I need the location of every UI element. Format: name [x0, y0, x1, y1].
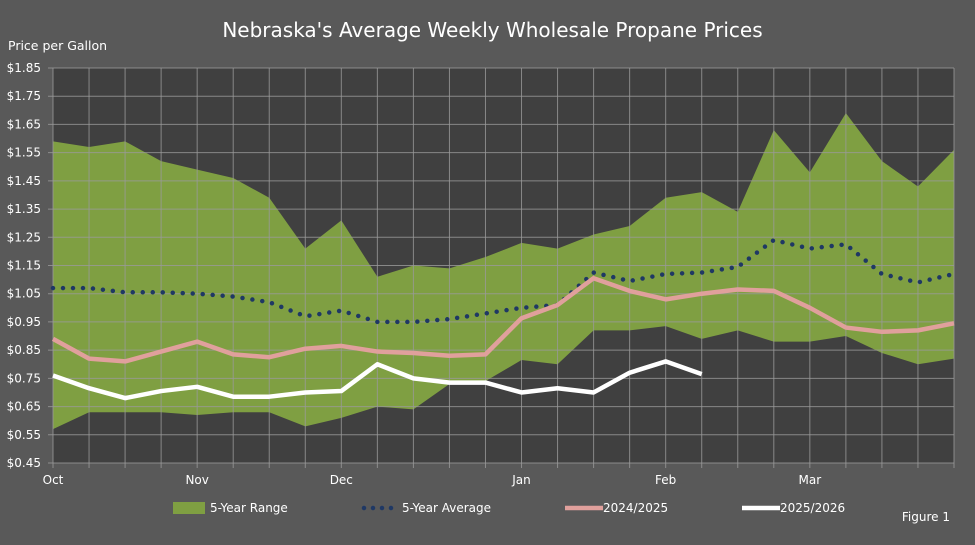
y-tick-label: $1.85: [7, 61, 41, 75]
x-tick-label: Feb: [655, 473, 676, 487]
y-tick-label: $1.05: [7, 287, 41, 301]
y-tick-label: $1.25: [7, 230, 41, 244]
x-tick-label: Nov: [185, 473, 208, 487]
y-tick-label: $0.55: [7, 428, 41, 442]
y-tick-label: $0.75: [7, 371, 41, 385]
y-tick-label: $1.65: [7, 117, 41, 131]
y-axis-label: Price per Gallon: [8, 38, 108, 53]
y-tick-label: $1.75: [7, 89, 41, 103]
y-tick-label: $0.65: [7, 400, 41, 414]
y-tick-label: $1.35: [7, 202, 41, 216]
figure-label: Figure 1: [901, 510, 950, 524]
legend-label: 5-Year Range: [210, 501, 288, 515]
legend-label: 2025/2026: [780, 501, 845, 515]
x-tick-label: Jan: [511, 473, 531, 487]
chart-title: Nebraska's Average Weekly Wholesale Prop…: [222, 18, 763, 42]
legend-label: 5-Year Average: [402, 501, 491, 515]
series-line-2025-2026: [52, 359, 703, 401]
y-tick-label: $1.15: [7, 259, 41, 273]
series-line-2024-2025: [51, 275, 955, 364]
y-tick-label: $1.45: [7, 174, 41, 188]
five-year-average-line: [50, 237, 957, 325]
y-tick-label: $0.85: [7, 343, 41, 357]
y-tick-label: $0.95: [7, 315, 41, 329]
y-tick-label: $1.55: [7, 146, 41, 160]
legend-label: 2024/2025: [603, 501, 668, 515]
x-tick-label: Dec: [330, 473, 353, 487]
legend-swatch-range: [173, 502, 205, 514]
y-tick-label: $0.45: [7, 456, 41, 470]
x-tick-label: Oct: [43, 473, 64, 487]
x-tick-label: Mar: [799, 473, 822, 487]
